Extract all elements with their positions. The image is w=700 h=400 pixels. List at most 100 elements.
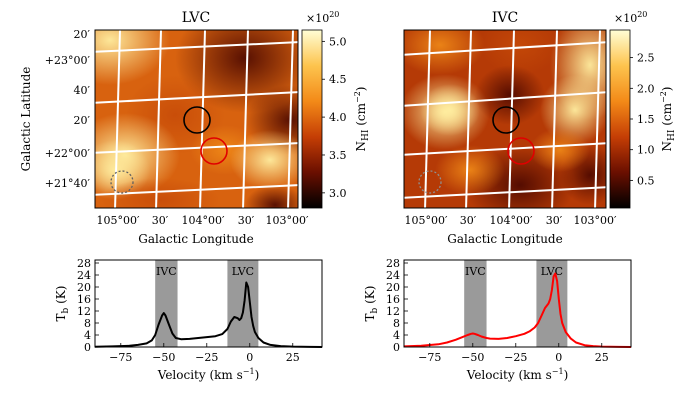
band-label-ivc: IVC bbox=[156, 265, 177, 278]
lat-tick-label: +22°00′ bbox=[45, 147, 91, 160]
xlabel-text: Velocity (km s bbox=[157, 368, 243, 382]
y-tick-label: 28 bbox=[77, 257, 91, 270]
nhi-symbol: N bbox=[354, 141, 368, 152]
colorbar-tick-label: 3.5 bbox=[329, 149, 347, 162]
nhi-unit-close: ) bbox=[354, 87, 368, 92]
ylabel-symbol: T bbox=[54, 313, 68, 321]
nhi-symbol: N bbox=[660, 141, 674, 152]
ivc-sightline-circle-red bbox=[200, 137, 228, 165]
lvc-colorbar-multiplier: ×1020 bbox=[306, 10, 339, 25]
lon-tick-label: 103°00′ bbox=[266, 214, 309, 227]
spectrum-ylabel: Tb (K) bbox=[363, 286, 380, 322]
ivc-map-panel: IVC bbox=[403, 10, 677, 246]
multiplier-exponent: 20 bbox=[637, 10, 647, 19]
lon-tick-label: 105°00′ bbox=[97, 214, 140, 227]
lvc-lon-tick-labels: 105°00′ 30′ 104°00′ 30′ 103°00′ bbox=[97, 214, 309, 227]
y-tick-label: 24 bbox=[77, 269, 91, 282]
y-tick-label: 12 bbox=[77, 305, 91, 318]
lvc-map-title: LVC bbox=[182, 10, 210, 26]
lvc-sightline-circle-black bbox=[183, 106, 211, 134]
nhi-unit: (cm bbox=[660, 102, 674, 125]
reference-circle-dotted bbox=[418, 170, 442, 194]
spectrum-line bbox=[94, 281, 323, 348]
y-tick-label: 24 bbox=[386, 269, 400, 282]
ivc-map-title: IVC bbox=[492, 10, 518, 26]
xlabel-exponent: −1 bbox=[552, 367, 564, 376]
lon-tick-label: 30′ bbox=[546, 214, 563, 227]
lvc-lat-tick-labels: 20′ +23°00′ 40′ 20′ +22°00′ +21°40′ bbox=[45, 28, 91, 190]
multiplier-text: ×10 bbox=[306, 12, 329, 25]
nhi-subscript: HI bbox=[667, 129, 677, 141]
lvc-map-xlabel: Galactic Longitude bbox=[138, 232, 253, 246]
spectrum-line bbox=[403, 272, 632, 348]
y-tick-label: 4 bbox=[393, 329, 400, 342]
ylabel-subscript: b bbox=[61, 307, 71, 313]
ylabel-unit: (K) bbox=[363, 286, 377, 308]
lvc-map-panel: LVC bbox=[19, 10, 371, 246]
lvc-colorbar: 3.0 3.5 4.0 4.5 5.0 ×1020 NHI (cm−2) bbox=[301, 10, 371, 209]
colorbar-tick-label: 3.0 bbox=[329, 187, 347, 200]
ylabel-unit: (K) bbox=[54, 286, 68, 308]
band-label-lvc: LVC bbox=[541, 265, 563, 278]
xlabel-close: ) bbox=[255, 368, 260, 382]
ivc-lon-tick-labels: 105°00′ 30′ 104°00′ 30′ 103°00′ bbox=[405, 214, 617, 227]
colorbar-tick-label: 0.5 bbox=[637, 174, 655, 187]
colorbar-tick-label: 4.0 bbox=[329, 111, 347, 124]
ivc-spectrum-panel: IVC LVC−75 −50 −25 0 250481216202428Velocity … bbox=[363, 257, 632, 382]
y-tick-label: 4 bbox=[84, 329, 91, 342]
lon-tick-label: 30′ bbox=[152, 214, 169, 227]
y-tick-label: 16 bbox=[77, 293, 91, 306]
lon-tick-label: 30′ bbox=[238, 214, 255, 227]
y-tick-label: 20 bbox=[77, 281, 91, 294]
xlabel-close: ) bbox=[564, 368, 569, 382]
lat-tick-label: 20′ bbox=[74, 28, 91, 41]
lvc-coordinate-grid bbox=[95, 30, 298, 208]
lvc-colorbar-label: NHI (cm−2) bbox=[353, 87, 371, 152]
xlabel-text: Velocity (km s bbox=[466, 368, 552, 382]
colorbar-tick-label: 1.0 bbox=[637, 144, 655, 157]
lvc-spectrum-panel: IVC LVC−75 −50 −25 0 250481216202428Velocity … bbox=[54, 257, 323, 382]
x-tick-label: −25 bbox=[504, 351, 527, 364]
velocity-band-ivc bbox=[464, 260, 487, 347]
y-tick-label: 28 bbox=[386, 257, 400, 270]
lvc-colorbar-ticks: 3.0 3.5 4.0 4.5 5.0 bbox=[322, 35, 347, 200]
y-tick-label: 0 bbox=[393, 341, 400, 354]
ivc-coordinate-grid bbox=[404, 30, 606, 208]
reference-circle-dotted bbox=[110, 170, 134, 194]
x-tick-label: 0 bbox=[246, 351, 253, 364]
ylabel-symbol: T bbox=[363, 313, 377, 321]
nhi-unit-exponent: −2 bbox=[353, 91, 362, 103]
velocity-band-lvc bbox=[536, 260, 568, 347]
lvc-column-density-map bbox=[95, 30, 298, 208]
multiplier-exponent: 20 bbox=[329, 10, 339, 19]
multiplier-text: ×10 bbox=[614, 12, 637, 25]
velocity-band-ivc bbox=[155, 260, 178, 347]
y-tick-label: 8 bbox=[84, 317, 91, 330]
spectrum-axes-frame bbox=[94, 259, 323, 348]
y-tick-label: 16 bbox=[386, 293, 400, 306]
lon-tick-label: 30′ bbox=[460, 214, 477, 227]
ivc-column-density-map bbox=[404, 30, 606, 208]
band-label-ivc: IVC bbox=[465, 265, 486, 278]
lon-tick-label: 104°00′ bbox=[490, 214, 533, 227]
lon-tick-label: 104°00′ bbox=[182, 214, 225, 227]
y-tick-label: 8 bbox=[393, 317, 400, 330]
y-tick-label: 0 bbox=[84, 341, 91, 354]
velocity-band-lvc bbox=[227, 260, 259, 347]
ivc-map-xlabel: Galactic Longitude bbox=[447, 232, 562, 246]
x-tick-label: −75 bbox=[418, 351, 441, 364]
lat-tick-label: +21°40′ bbox=[45, 177, 91, 190]
x-tick-label: −50 bbox=[152, 351, 175, 364]
ivc-colorbar-multiplier: ×1020 bbox=[614, 10, 647, 25]
colorbar-tick-label: 2.5 bbox=[637, 52, 655, 65]
x-tick-label: −75 bbox=[109, 351, 132, 364]
colorbar-tick-label: 2.0 bbox=[637, 82, 655, 95]
colorbar-tick-label: 1.5 bbox=[637, 113, 655, 126]
x-tick-label: −25 bbox=[195, 351, 218, 364]
lat-tick-label: +23°00′ bbox=[45, 54, 91, 67]
ivc-colorbar-ticks: 0.5 1.0 1.5 2.0 2.5 bbox=[630, 52, 655, 187]
y-tick-label: 12 bbox=[386, 305, 400, 318]
colorbar-tick-label: 5.0 bbox=[329, 35, 347, 48]
spectrum-ylabel: Tb (K) bbox=[54, 286, 71, 322]
